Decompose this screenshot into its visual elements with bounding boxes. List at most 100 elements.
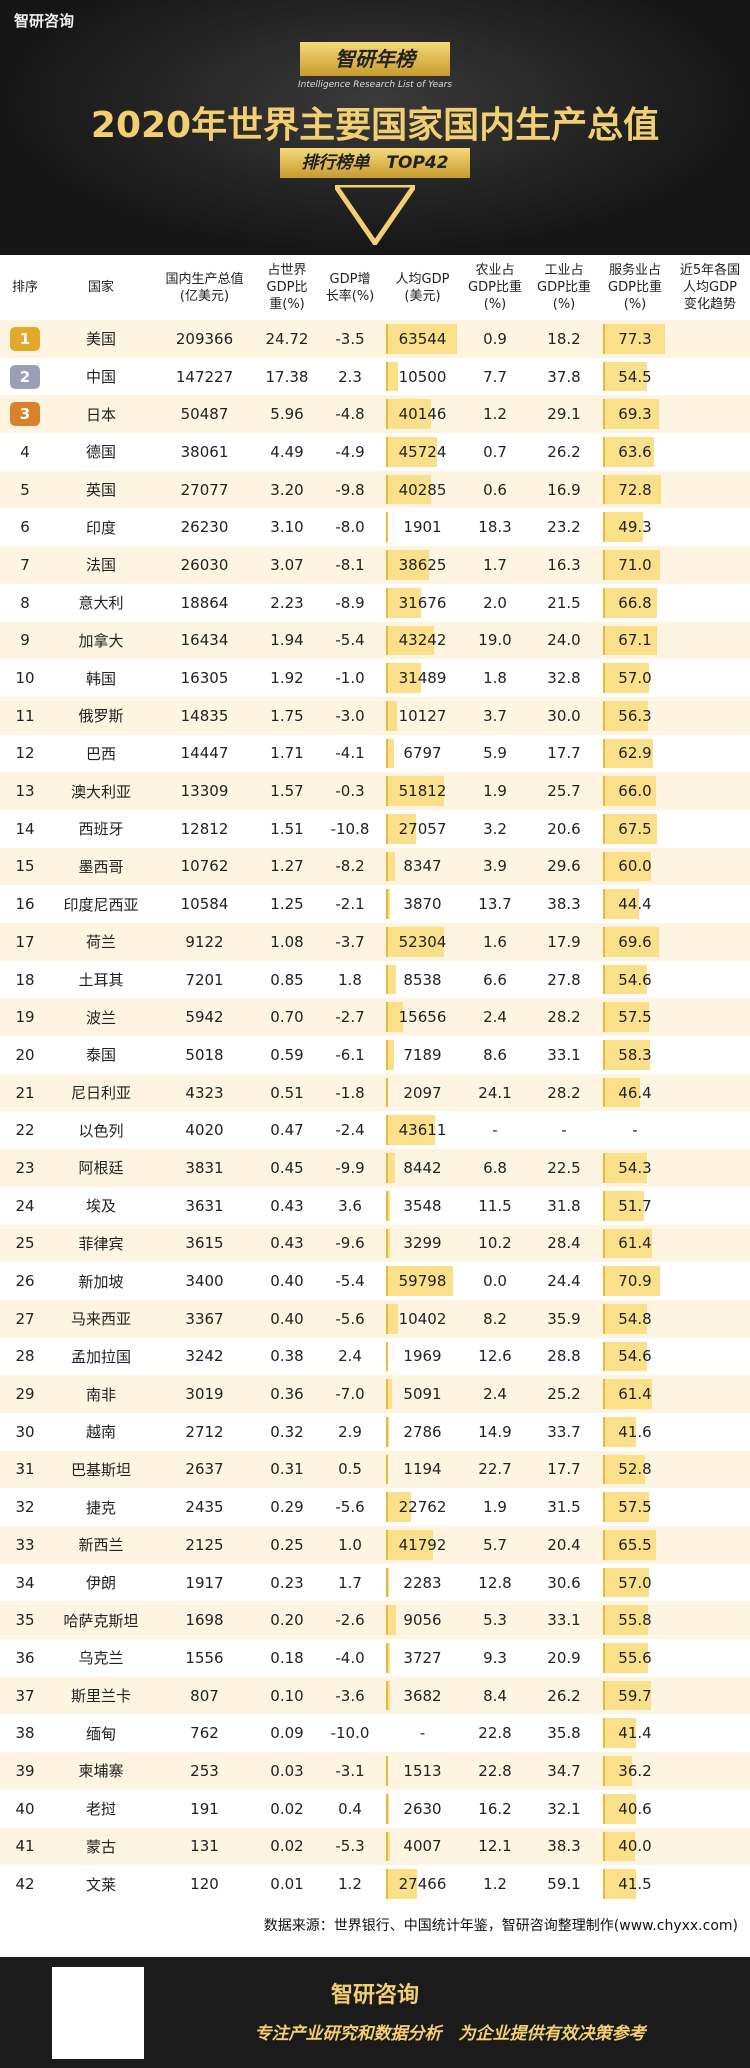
cell: 14447 — [152, 735, 257, 773]
cell: -8.0 — [317, 508, 383, 546]
cell — [670, 1300, 750, 1338]
cell: 蒙古 — [50, 1828, 152, 1866]
cell-text: 以色列 — [78, 1121, 124, 1140]
cell: 4007 — [383, 1828, 462, 1866]
bar — [603, 1303, 647, 1334]
cell: 8 — [0, 584, 50, 622]
cell — [670, 546, 750, 584]
cell: 147227 — [152, 358, 257, 396]
cell-text: 1.2 — [483, 405, 507, 424]
cell-text: 3242 — [185, 1347, 224, 1366]
cell: 新加坡 — [50, 1262, 152, 1300]
table-row: 23 阿根廷 3831 0.45 -9.9 8442 6.8 22.5 54.3 — [0, 1149, 750, 1187]
bar — [386, 851, 396, 882]
cell: 4 — [0, 433, 50, 471]
cell-text: 4020 — [185, 1121, 224, 1140]
cell: 1.75 — [257, 697, 317, 735]
cell-text: 1917 — [185, 1573, 224, 1592]
cell: 25 — [0, 1225, 50, 1263]
cell-text: -9.9 — [335, 1158, 365, 1177]
cell — [670, 1639, 750, 1677]
cell-text: 50487 — [180, 405, 229, 424]
slogan: 专注产业研究和数据分析 为企业提供有效决策参考 — [254, 2024, 646, 2044]
table-row: 42 文莱 120 0.01 1.2 27466 1.2 59.1 41.5 — [0, 1865, 750, 1903]
cell: 德国 — [50, 433, 152, 471]
bar — [603, 1492, 650, 1522]
cell: 59.1 — [528, 1865, 600, 1903]
cell: 28.2 — [528, 998, 600, 1036]
cell: 40285 — [383, 471, 462, 509]
cell-text: 蒙古 — [85, 1837, 116, 1856]
bar — [603, 324, 665, 354]
cell: -5.3 — [317, 1828, 383, 1866]
cell: 27077 — [152, 471, 257, 509]
cell: 4.49 — [257, 433, 317, 471]
cell: -5.4 — [317, 1262, 383, 1300]
cell: 法国 — [50, 546, 152, 584]
cell: 0.45 — [257, 1149, 317, 1187]
cell: 阿根廷 — [50, 1149, 152, 1187]
cell: - — [600, 1111, 670, 1149]
cell-text: 16434 — [180, 631, 229, 650]
decor — [335, 185, 415, 245]
cell: 意大利 — [50, 584, 152, 622]
bar — [603, 1831, 636, 1862]
cell-text: 16 — [15, 895, 35, 914]
cell-text: -0.3 — [335, 782, 365, 801]
cell: 59.7 — [600, 1677, 670, 1715]
cell-text: 3.07 — [270, 555, 304, 574]
cell-text: 埃及 — [85, 1197, 116, 1216]
cell: -4.8 — [317, 395, 383, 433]
cell: 19 — [0, 998, 50, 1036]
cell: 39 — [0, 1752, 50, 1790]
cell: 14835 — [152, 697, 257, 735]
cell-text: 54.8 — [618, 1309, 652, 1328]
bar — [603, 1266, 660, 1296]
cell-text: 35 — [15, 1611, 35, 1630]
cell: -7.0 — [317, 1375, 383, 1413]
cell: 1969 — [383, 1338, 462, 1376]
cell: - — [528, 1111, 600, 1149]
cell — [670, 1036, 750, 1074]
cell: 1.6 — [462, 923, 528, 961]
cell: 41 — [0, 1828, 50, 1866]
cell: 13309 — [152, 772, 257, 810]
bar — [603, 889, 639, 919]
bar — [386, 964, 396, 995]
cell-text: 22762 — [398, 1498, 447, 1517]
cell-text: 63.6 — [618, 442, 652, 461]
cell: 46.4 — [600, 1074, 670, 1112]
cell-text: -4.9 — [335, 442, 365, 461]
cell-text: -4.1 — [335, 744, 365, 763]
cell: 63.6 — [600, 433, 670, 471]
cell: 巴基斯坦 — [50, 1451, 152, 1489]
table-row: 10 韩国 16305 1.92 -1.0 31489 1.8 32.8 57.0 — [0, 659, 750, 697]
cell: 16434 — [152, 622, 257, 660]
cell: 1.51 — [257, 810, 317, 848]
cell: 8.6 — [462, 1036, 528, 1074]
cell — [670, 584, 750, 622]
cell: 12.6 — [462, 1338, 528, 1376]
cell-text: 18.2 — [547, 329, 581, 348]
cell: 41.5 — [600, 1865, 670, 1903]
cell-text: 哈萨克斯坦 — [63, 1611, 139, 1630]
cell: 34.7 — [528, 1752, 600, 1790]
cell-text: 意大利 — [78, 594, 124, 613]
cell-text: 巴基斯坦 — [70, 1460, 131, 1479]
cell: 5942 — [152, 998, 257, 1036]
cell: 30.0 — [528, 697, 600, 735]
cell: 2712 — [152, 1413, 257, 1451]
bar — [603, 1077, 641, 1108]
cell: 35 — [0, 1601, 50, 1639]
cell: 印度 — [50, 508, 152, 546]
bar — [603, 550, 660, 580]
cell-text: 8.2 — [483, 1309, 507, 1328]
cell-text: 1.51 — [270, 819, 304, 838]
cell: 2786 — [383, 1413, 462, 1451]
cell: -9.8 — [317, 471, 383, 509]
bar — [386, 1416, 390, 1447]
table-row: 26 新加坡 3400 0.40 -5.4 59798 0.0 24.4 70.9 — [0, 1262, 750, 1300]
table-row: 33 新西兰 2125 0.25 1.0 41792 5.7 20.4 65.5 — [0, 1526, 750, 1564]
cell: 29 — [0, 1375, 50, 1413]
